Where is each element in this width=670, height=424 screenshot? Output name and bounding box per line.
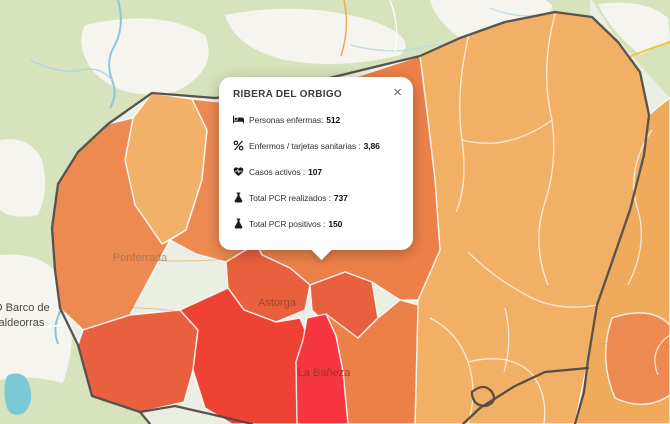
province-border (461, 366, 590, 424)
stat-value: 737 (333, 192, 348, 203)
health-zones (51, 11, 670, 424)
zone-roads (57, 257, 670, 347)
popup-stat-row: Personas enfermas: 512 (233, 114, 400, 125)
stat-label: Total PCR positivos : (249, 218, 326, 229)
stat-label: Personas enfermas: (249, 114, 324, 125)
zone-boundary (503, 307, 510, 373)
zone-polygon[interactable] (605, 312, 670, 405)
popup-stat-row: Casos activos : 107 (233, 166, 400, 177)
stat-value: 3,86 (363, 140, 380, 151)
terrain-snow (0, 254, 72, 395)
popup-title: RIBERA DEL ORBIGO (233, 89, 342, 100)
river (108, 0, 122, 109)
road (119, 257, 239, 262)
popup-stats-list: Personas enfermas: 512 Enfermos / tarjet… (233, 114, 400, 229)
heartbeat-icon (233, 166, 244, 177)
zone-boundary (654, 334, 670, 376)
zone-boundary (467, 251, 598, 308)
terrain-snow (81, 18, 209, 95)
flask-icon (233, 192, 244, 203)
road (340, 0, 348, 57)
province-border (138, 404, 254, 424)
flask-icon (233, 218, 244, 229)
zone-boundary (467, 358, 546, 424)
close-icon[interactable]: × (393, 84, 402, 101)
terrain-green (0, 377, 150, 424)
percent-icon (233, 140, 244, 151)
lake (4, 373, 32, 415)
terrain-snow (225, 8, 406, 65)
road (57, 307, 183, 313)
zone-boundary (538, 13, 556, 286)
stat-value: 512 (326, 114, 341, 125)
stat-label: Total PCR realizados : (249, 192, 331, 203)
terrain-snow (430, 0, 553, 38)
popup-stat-row: Total PCR realizados : 737 (233, 192, 400, 203)
province-borders (50, 10, 651, 424)
zone-boundary (455, 29, 471, 213)
province-border (470, 385, 496, 408)
zone-boundary (627, 129, 653, 286)
terrain-snow (598, 2, 670, 56)
road (389, 0, 398, 53)
stat-label: Enfermos / tarjetas sanitarias : (249, 140, 361, 151)
stat-label: Casos activos : (249, 166, 306, 177)
terrain-snow (0, 139, 46, 217)
stat-value: 107 (308, 166, 323, 177)
province-border (50, 10, 651, 424)
zone-boundaries (429, 13, 670, 424)
zone-boundary (461, 119, 553, 144)
popup-stat-row: Total PCR positivos : 150 (233, 218, 400, 229)
road (0, 317, 67, 328)
road (599, 340, 670, 347)
bed-icon (233, 114, 244, 125)
popup: × RIBERA DEL ORBIGO Personas enfermas: 5… (219, 77, 413, 261)
zone-polygon[interactable] (295, 313, 349, 424)
stat-value: 150 (328, 218, 343, 229)
river (29, 59, 113, 81)
popup-stat-row: Enfermos / tarjetas sanitarias : 3,86 (233, 140, 400, 151)
